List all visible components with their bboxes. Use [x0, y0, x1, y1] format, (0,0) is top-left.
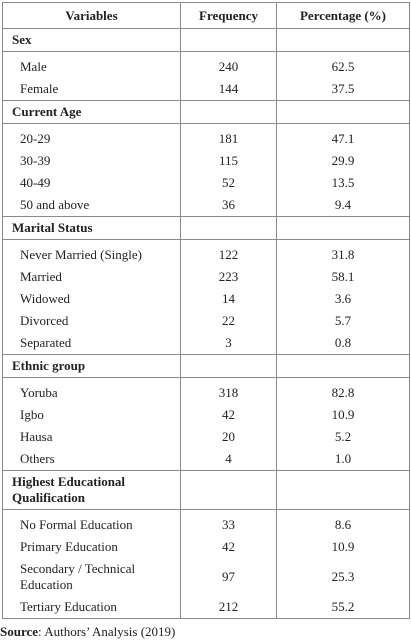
row-percentage: 58.1: [276, 266, 410, 288]
row-percentage: 0.8: [276, 332, 410, 355]
section-row-ethnic-group: Ethnic group: [2, 354, 410, 378]
row-label: Separated: [2, 332, 181, 355]
row-frequency: 212: [180, 596, 277, 619]
table-row: 20-29 181 47.1: [2, 123, 410, 150]
row-percentage: 31.8: [276, 239, 410, 266]
table-row: Yoruba 318 82.8: [2, 377, 410, 404]
row-percentage: 82.8: [276, 377, 410, 404]
row-percentage: 3.6: [276, 288, 410, 310]
row-percentage: 5.2: [276, 426, 410, 448]
section-row-sex: Sex: [2, 28, 410, 52]
row-frequency: 240: [180, 51, 277, 78]
row-label: 20-29: [2, 123, 181, 150]
row-percentage: 5.7: [276, 310, 410, 332]
table-row: Male 240 62.5: [2, 51, 410, 78]
table-row: Female 144 37.5: [2, 78, 410, 101]
row-label: 50 and above: [2, 194, 181, 217]
table-row: No Formal Education 33 8.6: [2, 509, 410, 536]
table-row: Secondary / Technical Education 97 25.3: [2, 558, 410, 596]
row-label: 40-49: [2, 172, 181, 194]
row-frequency: 36: [180, 194, 277, 217]
row-percentage: 13.5: [276, 172, 410, 194]
header-frequency: Frequency: [180, 2, 277, 29]
section-row-current-age: Current Age: [2, 100, 410, 124]
row-frequency: 122: [180, 239, 277, 266]
row-frequency: 318: [180, 377, 277, 404]
demographics-table: Variables Frequency Percentage (%) Sex M…: [2, 2, 410, 619]
row-label: Never Married (Single): [2, 239, 181, 266]
row-frequency: 3: [180, 332, 277, 355]
section-title: Marital Status: [2, 216, 181, 240]
header-percentage: Percentage (%): [276, 2, 410, 29]
row-frequency: 97: [180, 558, 277, 596]
row-frequency: 4: [180, 448, 277, 471]
row-label: 30-39: [2, 150, 181, 172]
table-row: Separated 3 0.8: [2, 332, 410, 355]
row-label: Married: [2, 266, 181, 288]
section-row-highest-educational-qualification: Highest Educational Qualification: [2, 470, 410, 510]
table-row: Married 223 58.1: [2, 266, 410, 288]
table-row: Never Married (Single) 122 31.8: [2, 239, 410, 266]
header-variables: Variables: [2, 2, 181, 29]
row-percentage: 62.5: [276, 51, 410, 78]
row-frequency: 52: [180, 172, 277, 194]
row-frequency: 14: [180, 288, 277, 310]
row-label: Hausa: [2, 426, 181, 448]
row-label: Male: [2, 51, 181, 78]
row-label: Divorced: [2, 310, 181, 332]
table-row: 50 and above 36 9.4: [2, 194, 410, 217]
row-label: Secondary / Technical Education: [2, 558, 181, 596]
row-percentage: 1.0: [276, 448, 410, 471]
row-label: Female: [2, 78, 181, 101]
source-label: Source: [0, 624, 39, 639]
row-frequency: 115: [180, 150, 277, 172]
row-percentage: 29.9: [276, 150, 410, 172]
section-title: Current Age: [2, 100, 181, 124]
table-row: Hausa 20 5.2: [2, 426, 410, 448]
source-text: : Authors’ Analysis (2019): [38, 624, 176, 639]
table-header-row: Variables Frequency Percentage (%): [2, 2, 410, 29]
table-row: 40-49 52 13.5: [2, 172, 410, 194]
row-percentage: 8.6: [276, 509, 410, 536]
row-percentage: 47.1: [276, 123, 410, 150]
row-percentage: 25.3: [276, 558, 410, 596]
row-frequency: 33: [180, 509, 277, 536]
row-label: Others: [2, 448, 181, 471]
section-row-marital-status: Marital Status: [2, 216, 410, 240]
row-frequency: 223: [180, 266, 277, 288]
row-label: Tertiary Education: [2, 596, 181, 619]
section-title: Ethnic group: [2, 354, 181, 378]
row-frequency: 42: [180, 404, 277, 426]
table-row: 30-39 115 29.9: [2, 150, 410, 172]
table-row: Widowed 14 3.6: [2, 288, 410, 310]
table-row: Others 4 1.0: [2, 448, 410, 471]
table-row: Igbo 42 10.9: [2, 404, 410, 426]
row-percentage: 10.9: [276, 404, 410, 426]
row-frequency: 20: [180, 426, 277, 448]
row-percentage: 55.2: [276, 596, 410, 619]
row-percentage: 9.4: [276, 194, 410, 217]
row-percentage: 10.9: [276, 536, 410, 558]
source-note: Source: Authors’ Analysis (2019): [0, 624, 175, 640]
row-label: Yoruba: [2, 377, 181, 404]
row-label: Igbo: [2, 404, 181, 426]
section-title: Sex: [2, 28, 181, 52]
section-title: Highest Educational Qualification: [2, 470, 181, 510]
row-percentage: 37.5: [276, 78, 410, 101]
row-frequency: 42: [180, 536, 277, 558]
row-label: No Formal Education: [2, 509, 181, 536]
row-frequency: 22: [180, 310, 277, 332]
table-row: Divorced 22 5.7: [2, 310, 410, 332]
row-label: Widowed: [2, 288, 181, 310]
table-row: Tertiary Education 212 55.2: [2, 596, 410, 619]
table-row: Primary Education 42 10.9: [2, 536, 410, 558]
row-label: Primary Education: [2, 536, 181, 558]
row-frequency: 181: [180, 123, 277, 150]
row-frequency: 144: [180, 78, 277, 101]
